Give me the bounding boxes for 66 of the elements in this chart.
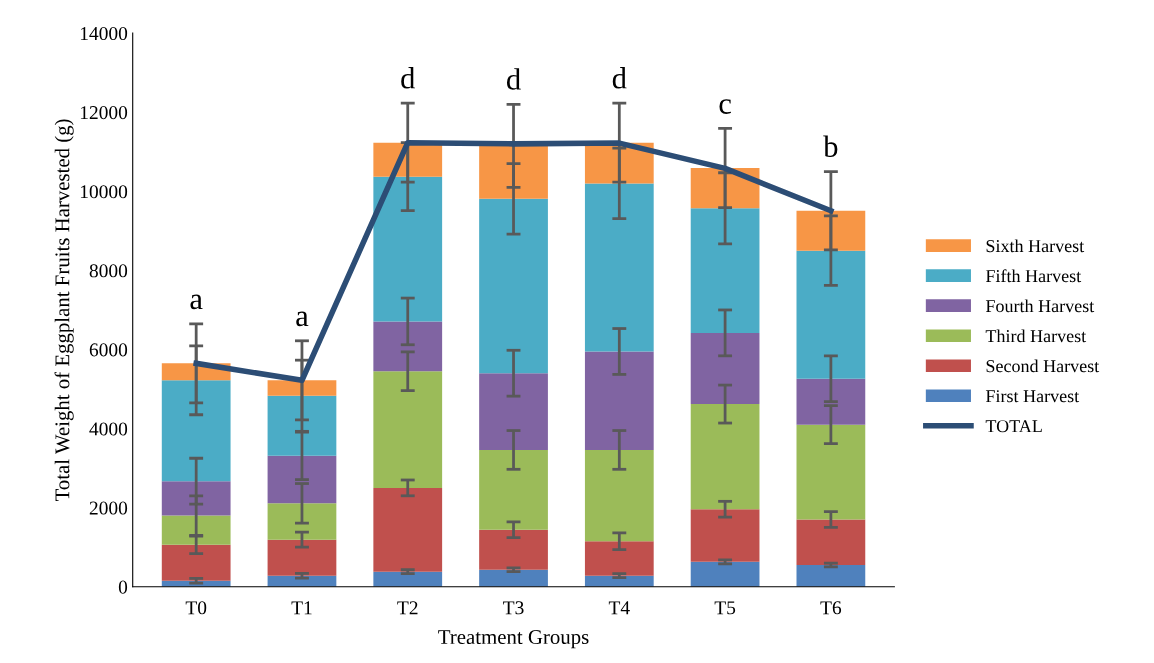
y-axis-title: Total Weight of Eggplant Fruits Harvested (g)	[54, 119, 74, 502]
bar	[584, 449, 654, 542]
y-tick-label: 8000	[89, 264, 128, 278]
x-tick-label: T2	[397, 601, 418, 615]
bar	[161, 380, 231, 482]
bar	[690, 404, 760, 510]
legend-label: Second Harvest	[986, 359, 1100, 373]
bar	[584, 541, 654, 576]
x-tick-label: T0	[185, 601, 207, 615]
bar	[796, 565, 866, 587]
annotation: d	[506, 68, 521, 90]
bar	[161, 515, 231, 545]
bar	[373, 176, 443, 322]
bar	[373, 571, 443, 587]
bar	[796, 424, 866, 520]
annotation: a	[296, 311, 309, 327]
y-tick-label: 6000	[89, 343, 128, 357]
bar	[267, 380, 337, 396]
x-tick-label: T3	[503, 601, 524, 615]
bar	[584, 351, 654, 450]
y-tick-label: 4000	[89, 422, 128, 436]
bar	[796, 378, 866, 425]
bar	[479, 569, 548, 587]
bar	[373, 371, 443, 488]
legend-label: TOTAL	[985, 420, 1042, 433]
bar	[796, 210, 866, 251]
bar	[690, 509, 760, 562]
bar	[267, 455, 337, 504]
bar	[267, 503, 337, 540]
bar	[479, 373, 548, 450]
y-tick-label: 12000	[80, 106, 128, 120]
bar	[584, 183, 654, 352]
bar	[690, 208, 760, 333]
bar	[373, 487, 443, 572]
x-tick-label: T4	[608, 601, 630, 615]
y-tick-label: 2000	[89, 501, 128, 515]
y-tick-label: 14000	[80, 26, 128, 41]
bar	[479, 198, 548, 374]
legend-label: Fifth Harvest	[985, 269, 1082, 283]
bar	[373, 321, 443, 372]
annotation: b	[823, 135, 838, 158]
annotation: a	[190, 294, 203, 310]
x-tick-label: T5	[714, 601, 736, 615]
legend-label: Third Harvest	[985, 329, 1087, 343]
legend-label: Sixth Harvest	[986, 239, 1085, 253]
x-tick-label: T6	[820, 601, 842, 615]
bar	[479, 529, 548, 570]
bar	[161, 481, 231, 516]
bar	[267, 539, 337, 576]
bar	[161, 544, 231, 581]
x-tick-label: T1	[291, 601, 312, 615]
bar	[796, 519, 866, 566]
annotation: c	[719, 99, 731, 114]
bar	[479, 145, 548, 199]
bar	[690, 561, 760, 587]
bar	[690, 332, 760, 405]
bar	[796, 250, 866, 379]
y-tick-label: 0	[118, 580, 128, 594]
y-tick-label: 10000	[80, 185, 128, 199]
annotation: d	[401, 67, 416, 89]
bar	[479, 449, 548, 530]
legend-label: First Harvest	[985, 390, 1080, 403]
legend-label: Fourth Harvest	[985, 299, 1095, 313]
bar	[267, 395, 337, 456]
x-axis-title: Treatment Groups	[438, 630, 589, 649]
annotation: d	[612, 67, 627, 89]
